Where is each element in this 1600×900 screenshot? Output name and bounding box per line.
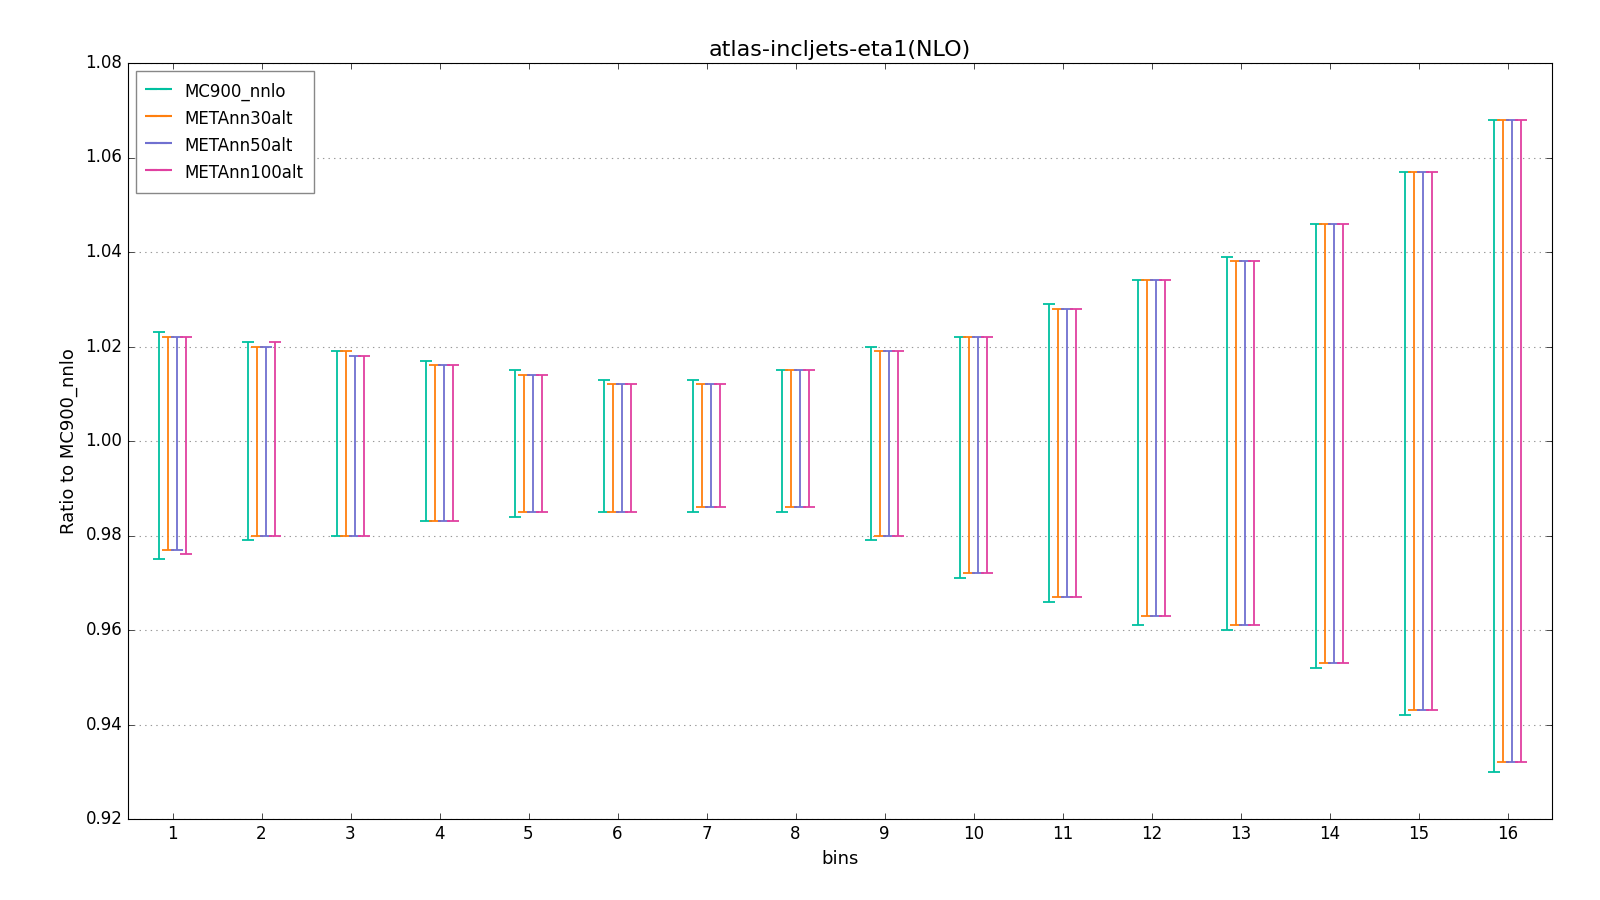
Legend: MC900_nnlo, METAnn30alt, METAnn50alt, METAnn100alt: MC900_nnlo, METAnn30alt, METAnn50alt, ME…	[136, 71, 314, 193]
Title: atlas-incljets-eta1(NLO): atlas-incljets-eta1(NLO)	[709, 40, 971, 60]
Y-axis label: Ratio to MC900_nnlo: Ratio to MC900_nnlo	[61, 348, 78, 534]
X-axis label: bins: bins	[821, 850, 859, 868]
